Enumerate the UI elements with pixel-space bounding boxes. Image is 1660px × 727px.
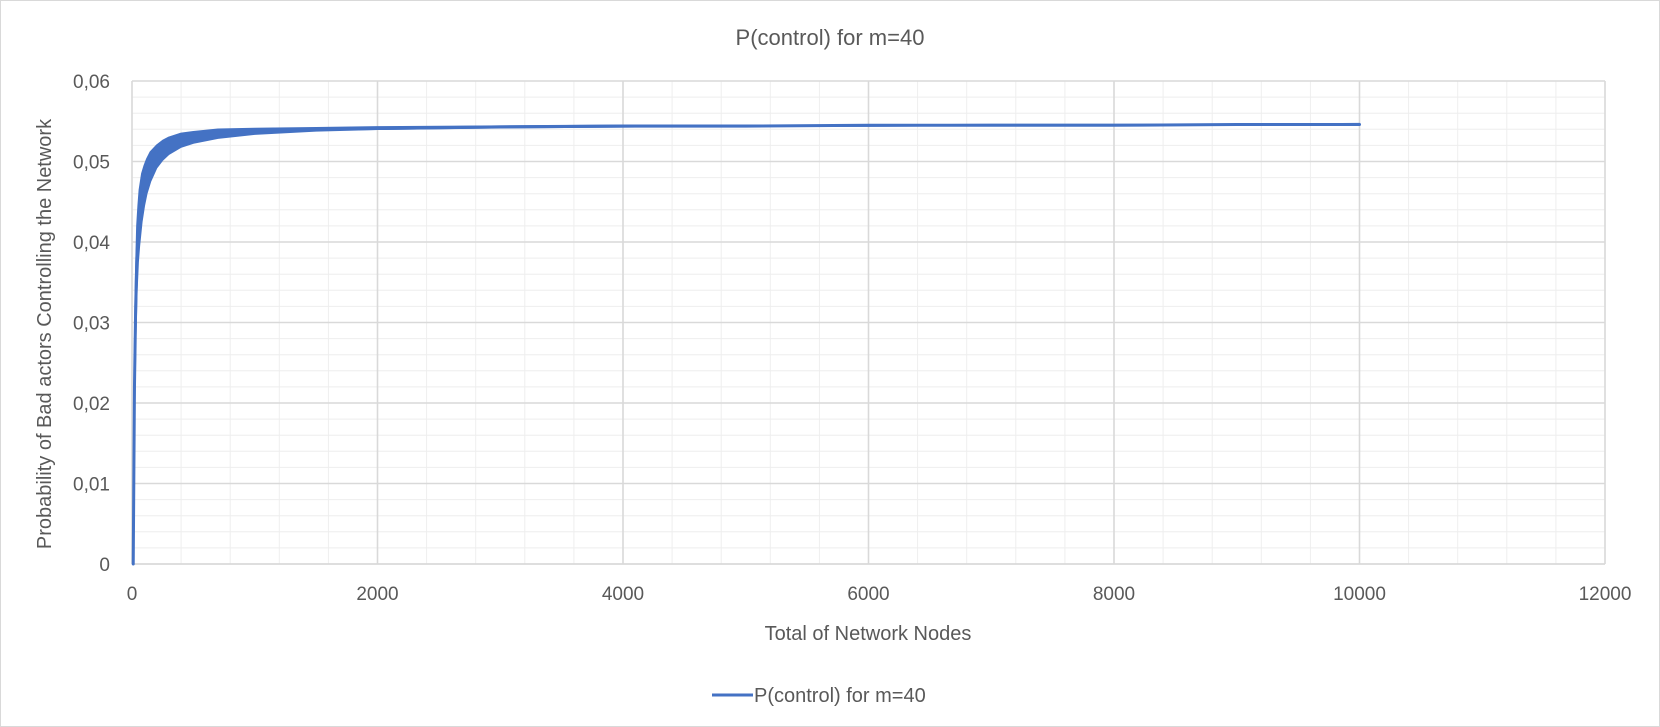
y-axis-title: Probability of Bad actors Controlling th… (34, 118, 56, 549)
chart-title: P(control) for m=40 (736, 25, 925, 50)
series-band (132, 122, 1361, 565)
legend: P(control) for m=40 (712, 685, 926, 707)
x-tick-label: 10000 (1333, 584, 1386, 605)
major-gridlines (131, 80, 1606, 565)
series-line (131, 122, 1361, 566)
x-tick-label: 12000 (1579, 584, 1632, 605)
legend-label: P(control) for m=40 (754, 685, 926, 707)
x-tick-label: 8000 (1093, 584, 1135, 605)
tick-labels: 0 2000 4000 6000 8000 10000 12000 0 0,01 0,02 0,03… (73, 72, 1631, 605)
x-tick-label: 6000 (847, 584, 889, 605)
y-tick-label: 0,03 (73, 314, 110, 335)
y-tick-label: 0,01 (73, 475, 110, 496)
x-tick-label: 2000 (356, 584, 398, 605)
x-tick-label: 4000 (602, 584, 644, 605)
y-tick-label: 0,06 (73, 72, 110, 93)
plot-area (131, 122, 1361, 566)
x-tick-label: 0 (127, 584, 138, 605)
x-axis-title: Total of Network Nodes (765, 623, 972, 645)
y-tick-label: 0,05 (73, 153, 110, 174)
y-tick-label: 0,02 (73, 394, 110, 415)
y-tick-label: 0,04 (73, 233, 110, 254)
y-tick-label: 0 (99, 555, 110, 576)
